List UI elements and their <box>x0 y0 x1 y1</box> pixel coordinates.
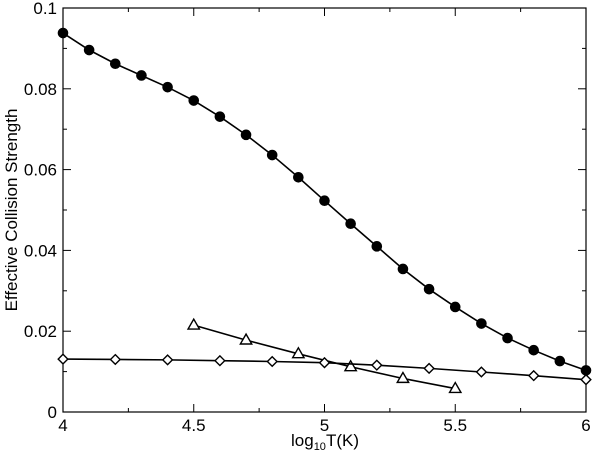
data-point-diamond <box>318 356 331 369</box>
data-point-circle <box>110 58 121 70</box>
data-point-circle <box>57 27 69 39</box>
series-layer <box>57 27 592 394</box>
data-point-circle <box>188 95 200 106</box>
data-point-circle <box>476 318 487 329</box>
data-point-diamond <box>527 369 540 382</box>
data-point-circle <box>83 44 95 56</box>
data-point-diamond <box>423 362 435 375</box>
data-point-triangle <box>186 317 201 330</box>
plot-frame <box>62 7 587 413</box>
x-axis-label-main: log <box>291 431 314 450</box>
axis-tick-labels: 4 4.5 5 5.5 6 0 0.02 0.04 0.06 0.08 0.1 <box>24 0 591 435</box>
data-point-diamond <box>580 373 592 386</box>
data-point-circle <box>449 301 461 313</box>
y-tick-label: 0.04 <box>24 241 57 260</box>
y-tick-label: 0.02 <box>24 322 57 341</box>
data-point-circle <box>240 129 252 141</box>
data-point-diamond <box>475 366 488 378</box>
x-axis-label-sub: 10 <box>314 441 326 453</box>
data-point-circle <box>397 263 409 275</box>
data-point-diamond <box>266 355 278 368</box>
data-point-circle <box>162 81 173 93</box>
data-point-circle <box>293 171 304 183</box>
y-tick-label: 0.06 <box>24 161 57 180</box>
data-point-circle <box>319 195 330 207</box>
y-axis-label: Effective Collision Strength <box>2 109 21 312</box>
y-tick-label: 0.08 <box>24 80 57 99</box>
series-triangle-open <box>186 317 463 394</box>
y-tick-label: 0.1 <box>33 0 57 18</box>
series-line <box>193 324 456 390</box>
data-point-triangle <box>291 346 306 359</box>
data-point-circle <box>423 283 435 295</box>
x-tick-label: 5.5 <box>443 416 467 435</box>
data-point-circle <box>345 218 356 230</box>
series-circle-filled <box>57 27 592 376</box>
data-point-triangle <box>239 332 253 345</box>
data-point-circle <box>266 149 278 161</box>
data-point-circle <box>371 241 383 252</box>
data-point-circle <box>528 344 540 356</box>
axis-ticks <box>62 7 587 413</box>
x-tick-label: 6 <box>581 416 590 435</box>
data-point-diamond <box>161 354 174 366</box>
x-tick-label: 5 <box>320 416 329 435</box>
x-axis-label: log10T(K) <box>291 431 359 453</box>
data-point-circle <box>502 332 513 344</box>
series-diamond-open <box>57 353 592 386</box>
x-tick-label: 4 <box>58 416 67 435</box>
data-point-triangle <box>343 359 358 372</box>
data-point-diamond <box>214 354 226 367</box>
data-point-triangle <box>396 371 410 384</box>
x-tick-label: 4.5 <box>182 416 206 435</box>
data-point-diamond <box>57 353 69 365</box>
data-point-circle <box>580 365 592 376</box>
data-point-circle <box>214 111 226 122</box>
data-point-circle <box>554 355 566 367</box>
data-point-circle <box>136 70 147 81</box>
data-point-diamond <box>371 359 383 371</box>
data-point-diamond <box>109 353 122 366</box>
y-tick-label: 0 <box>48 403 57 422</box>
data-point-triangle <box>448 381 463 394</box>
x-axis-label-tail: T(K) <box>326 431 359 450</box>
